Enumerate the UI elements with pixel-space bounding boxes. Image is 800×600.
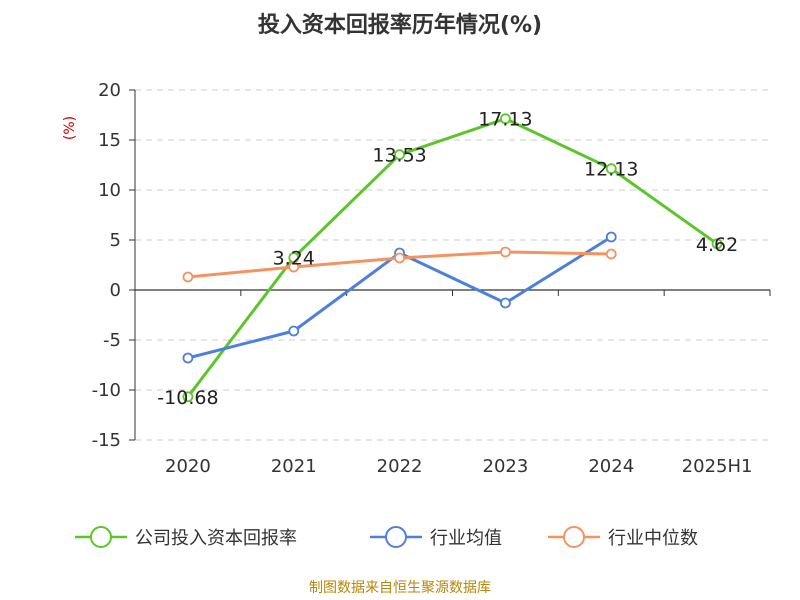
data-label-2025H1: 4.62 — [696, 234, 738, 256]
x-tick-label-2021: 2021 — [271, 456, 317, 477]
source-note: 制图数据来自恒生聚源数据库 — [309, 580, 491, 596]
x-tick-label-2020: 2020 — [165, 456, 211, 477]
series-2-point-2024 — [605, 248, 617, 260]
series-line-0 — [186, 117, 718, 398]
series-group — [182, 113, 723, 403]
axes: 20 15 10 5 0 -5 -10 -15 2020 2021 2022 2023 2024 2025… — [92, 80, 771, 477]
series-2-point-2022 — [394, 252, 405, 264]
y-axis-unit-label: (%) — [62, 116, 78, 140]
series-1-point-2020 — [182, 352, 194, 364]
data-label-2024: 12.13 — [584, 159, 638, 181]
data-label-2023: 17.13 — [478, 109, 532, 131]
series-0-point-2024 — [605, 163, 617, 175]
legend-label-0: 公司投入资本回报率 — [135, 528, 297, 549]
series-2-point-2020 — [182, 271, 194, 283]
legend-marker-0 — [90, 526, 112, 548]
x-tick-label-2022: 2022 — [377, 456, 423, 477]
series-1-point-2023 — [500, 297, 511, 309]
legend-marker-2 — [563, 526, 585, 548]
y-tick-label-10: 10 — [98, 180, 121, 201]
series-0-point-2022 — [394, 149, 405, 161]
series-1-point-2021 — [288, 325, 300, 337]
series-2-point-2021 — [288, 261, 300, 273]
data-label-2020: -10.68 — [157, 387, 218, 409]
y-tick-label-20: 20 — [98, 80, 121, 101]
y-tick-label--10: -10 — [92, 380, 121, 401]
y-tick-label--5: -5 — [103, 330, 121, 351]
y-tick-label-5: 5 — [110, 230, 121, 251]
legend-marker-1 — [385, 526, 407, 548]
data-label-2021: 3.24 — [273, 248, 315, 270]
y-tick-label--15: -15 — [92, 430, 121, 451]
chart-title: 投入资本回报率历年情况(%) — [258, 12, 542, 38]
series-1-point-2024 — [605, 231, 617, 243]
legend-label-1: 行业均值 — [430, 528, 502, 549]
series-2-point-2023 — [500, 246, 511, 258]
data-label-2022: 13.53 — [372, 145, 426, 167]
x-tick-label-2024: 2024 — [588, 456, 634, 477]
legend-label-2: 行业中位数 — [608, 528, 698, 549]
series-0-point-2023 — [500, 113, 511, 125]
data-labels: -10.68 3.24 13.53 17.13 12.13 4.62 — [157, 109, 738, 409]
legend: 公司投入资本回报率 行业均值 行业中位数 — [75, 526, 698, 549]
y-tick-label-15: 15 — [98, 130, 121, 151]
series-0-point-2020 — [182, 391, 194, 403]
gridlines — [135, 89, 770, 441]
series-0-point-2025H1 — [711, 238, 723, 250]
y-tick-label-0: 0 — [110, 280, 121, 301]
x-tick-label-2025H1: 2025H1 — [682, 456, 753, 477]
x-tick-label-2023: 2023 — [483, 456, 529, 477]
